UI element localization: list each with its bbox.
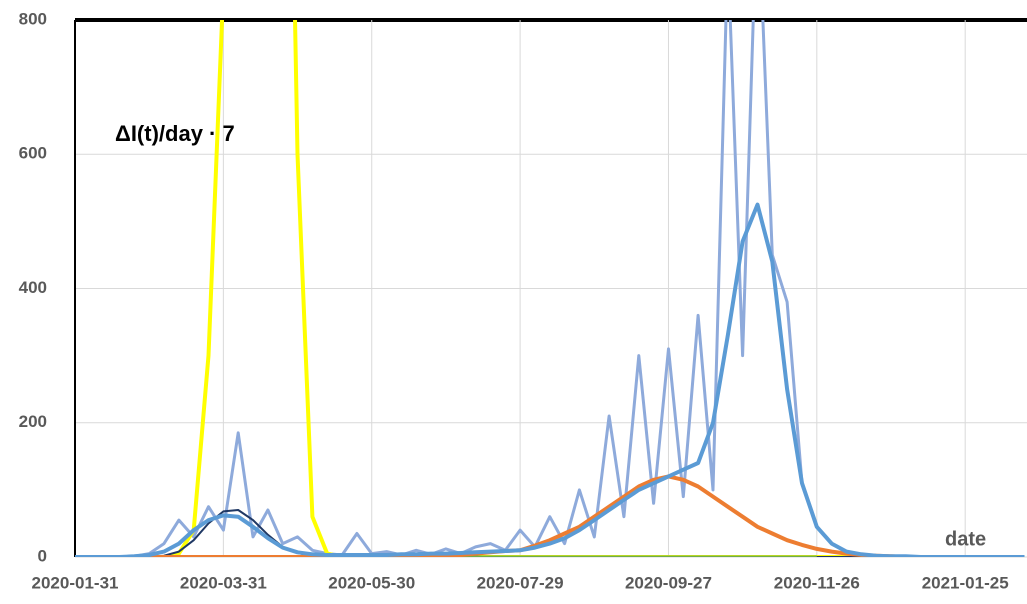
y-tick-label: 0	[38, 546, 47, 565]
x-tick-label: 2020-07-29	[477, 573, 564, 592]
series-line	[75, 509, 1025, 557]
x-tick-label: 2020-11-26	[774, 573, 860, 592]
annotation: date	[945, 528, 986, 550]
x-tick-label: 2020-05-30	[328, 573, 415, 592]
series-line	[75, 20, 1025, 557]
y-tick-label: 800	[19, 9, 47, 28]
annotation: ΔI(t)/day · 7	[115, 121, 235, 146]
series-line	[75, 20, 804, 557]
series-line	[75, 202, 1025, 557]
y-tick-label: 400	[19, 278, 47, 297]
y-tick-label: 600	[19, 144, 47, 163]
x-tick-label: 2020-09-27	[625, 573, 712, 592]
x-tick-label: 2021-01-25	[922, 573, 1009, 592]
x-tick-label: 2020-03-31	[180, 573, 267, 592]
y-tick-label: 200	[19, 412, 47, 431]
x-tick-label: 2020-01-31	[32, 573, 119, 592]
